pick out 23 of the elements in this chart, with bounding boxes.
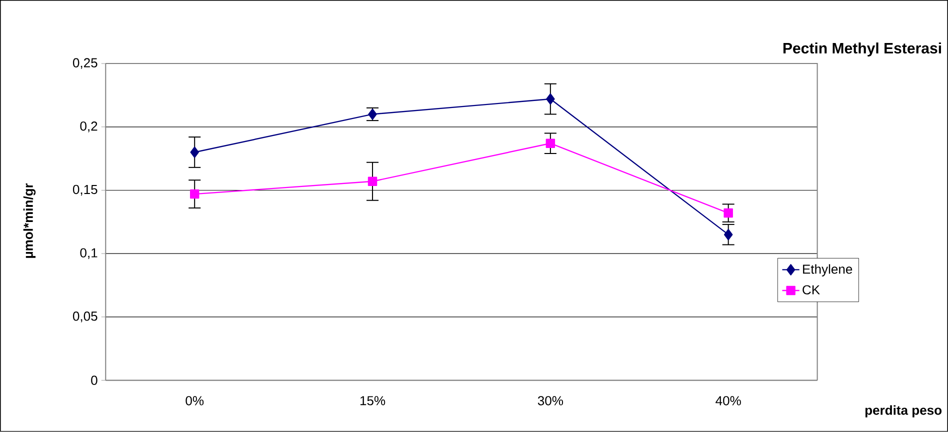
y-tick-label: 0 [91, 376, 98, 385]
point [724, 208, 733, 218]
point [368, 176, 378, 186]
point [190, 146, 199, 158]
legend-label: Ethylene [803, 264, 852, 276]
legend-label: CK [802, 285, 820, 295]
y-tick-label: 0,1 [80, 248, 98, 260]
point [724, 229, 733, 240]
y-axis-title: µmol*min/gr [23, 183, 36, 258]
point [546, 138, 556, 148]
x-tick-label: 30% [538, 396, 564, 406]
x-tick-label: 40% [716, 396, 741, 406]
point [368, 108, 377, 120]
point [190, 190, 200, 199]
text: Pectin Methyl Esterasi [783, 42, 941, 57]
y-tick-label: 0,2 [80, 122, 98, 132]
x-axis-title: perdita peso [865, 405, 942, 418]
point [546, 93, 555, 105]
x-tick-label: 15% [360, 396, 386, 406]
y-tick-label: 0,15 [72, 184, 98, 196]
x-tick-label: 0% [186, 396, 204, 406]
y-tick-label: 0,05 [72, 312, 98, 322]
y-tick-label: 0,25 [72, 58, 98, 70]
